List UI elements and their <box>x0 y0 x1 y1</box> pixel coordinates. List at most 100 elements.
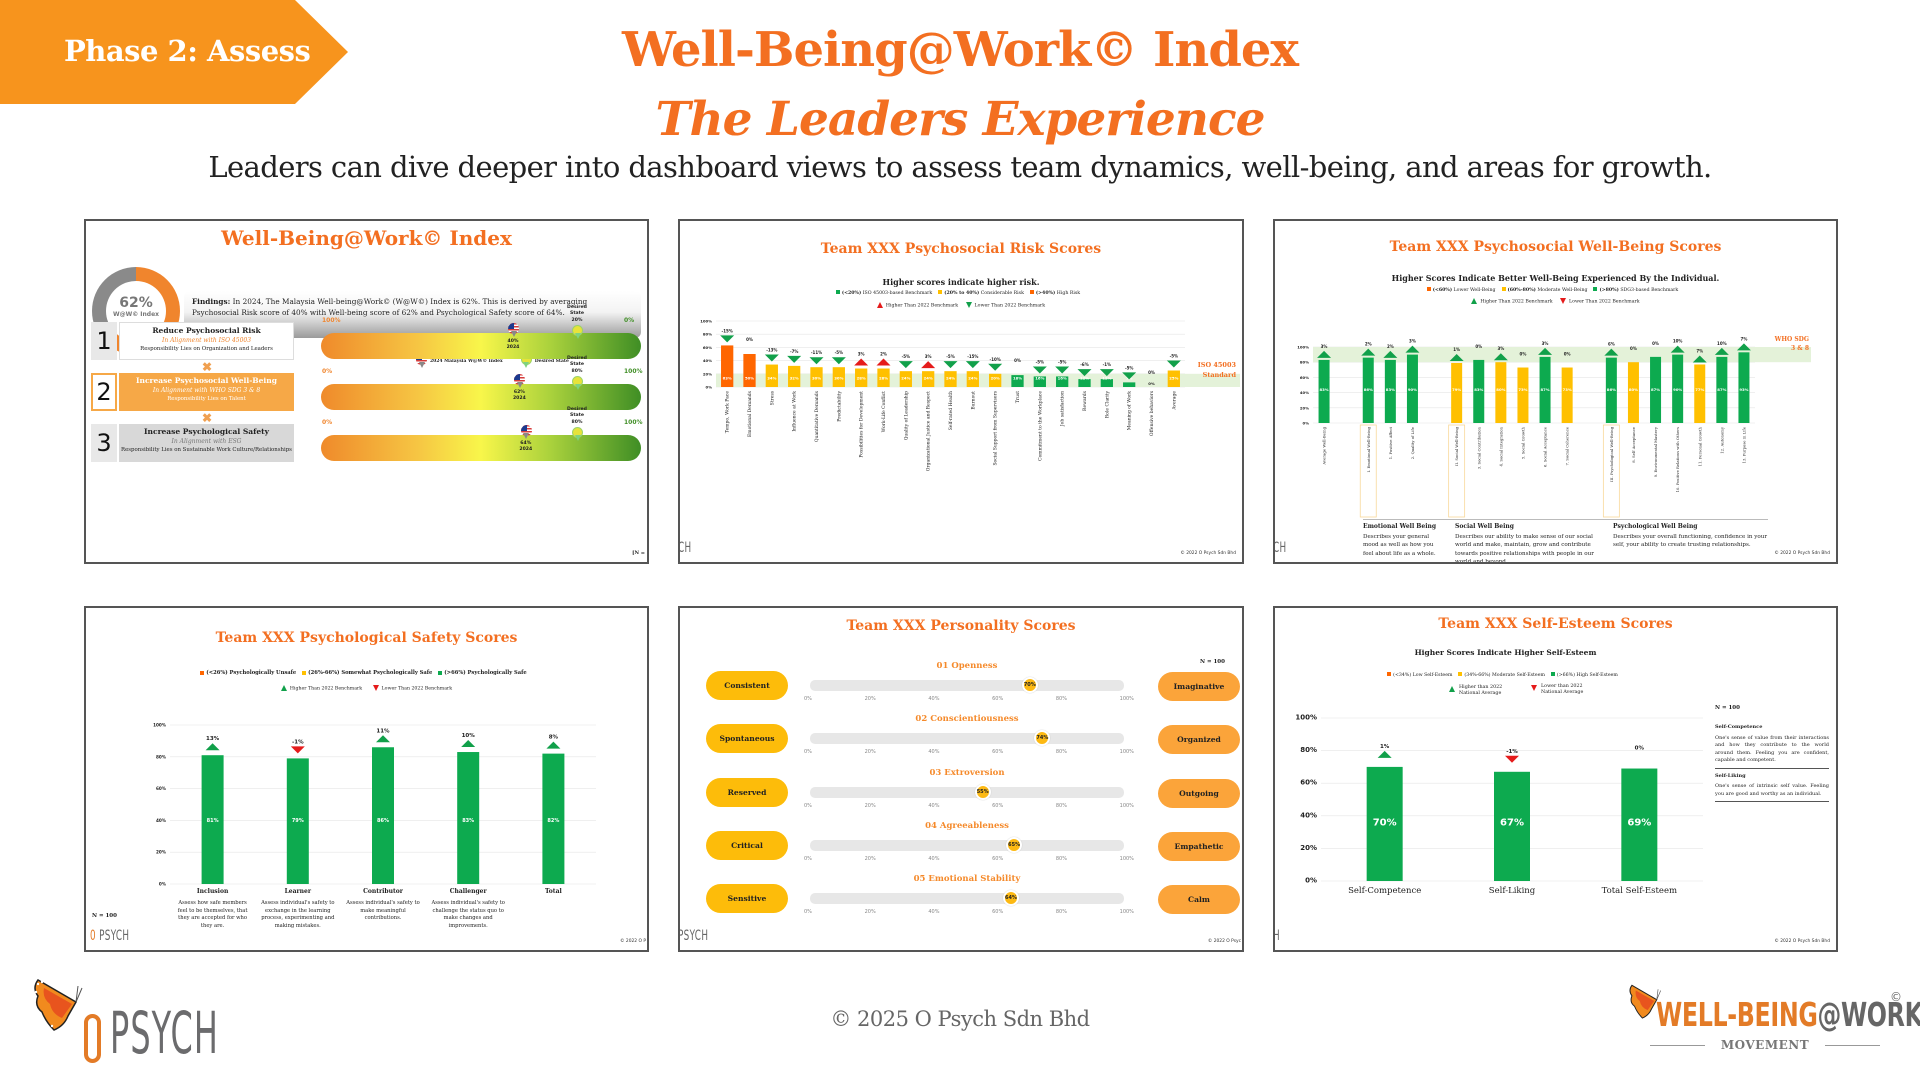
panel-title: Team XXX Psychosocial Risk Scores <box>820 241 1102 257</box>
panel-wbw-index[interactable]: Well-Being@Work© Index 62% W@W© Index Fi… <box>84 219 649 564</box>
trait-slider-track[interactable]: 70% <box>810 677 1124 693</box>
bar-value-label: 87% <box>1541 387 1550 392</box>
trait-slider-track[interactable]: 64% <box>810 890 1124 906</box>
trait-slider-track[interactable]: 65% <box>810 837 1124 853</box>
change-marker-icon <box>1736 343 1751 351</box>
bar-value-label: 30% <box>834 375 843 380</box>
step-box-2: Increase Psychosocial Well-Being In Align… <box>119 373 294 411</box>
panel-psychosocial-risk[interactable]: Team XXX Psychosocial Risk Scores Higher… <box>678 219 1244 564</box>
bar-value-label: 28% <box>857 375 866 380</box>
panel-self-esteem[interactable]: Team XXX Self-Esteem Scores Higher Score… <box>1273 606 1838 952</box>
bar <box>1716 356 1728 423</box>
copyright: © 2022 O P <box>620 939 646 944</box>
y-tick-label: 20% <box>156 850 167 855</box>
trait-slider-track[interactable]: 55% <box>810 784 1124 800</box>
gauge-left-label: 0% <box>322 419 333 426</box>
legend-item: (<60%) Lower Well-Being <box>1426 287 1496 293</box>
change-marker-icon <box>546 741 561 749</box>
y-tick-label: 20% <box>1300 405 1309 410</box>
tick-label: 60% <box>992 856 1004 862</box>
tick-label: 80% <box>1055 696 1067 702</box>
wellbeing-at-work-logo[interactable]: WELL-BEING@WORK © MOVEMENT <box>1620 978 1920 1068</box>
desired-title: Desired State <box>567 407 587 419</box>
change-marker-icon <box>376 735 390 743</box>
desired-state-label: Desired State 80% <box>562 407 592 426</box>
change-label: 0% <box>1148 370 1155 375</box>
chart-subtitle: Higher scores indicate higher risk. <box>882 277 1040 287</box>
desired-value: 20% <box>571 317 583 323</box>
multiply-icon: ✖ <box>202 360 213 374</box>
change-label: 0% <box>746 337 753 342</box>
bar <box>743 354 756 387</box>
change-label: 13% <box>206 736 220 742</box>
sample-size: N = 100 <box>1200 659 1225 665</box>
trait-slider-track[interactable]: 74% <box>810 730 1124 746</box>
butterfly-icon <box>1629 984 1661 1019</box>
change-label: 0% <box>1520 352 1527 357</box>
bar-value-label: 81% <box>207 818 219 824</box>
panel-psych-safety[interactable]: Team XXX Psychological Safety Scores (<2… <box>84 606 649 952</box>
change-label: -13% <box>766 348 777 353</box>
x-tick-label: Work-Life Conflict <box>881 391 887 433</box>
bar <box>1167 370 1180 387</box>
trait-slider-knob[interactable]: 65% <box>1006 837 1023 853</box>
self-esteem-notes: N = 100 Self-Competence One's sense of v… <box>1715 705 1829 805</box>
legend-item: (34%-66%) Moderate Self-Esteem <box>1458 672 1545 678</box>
change-label: 8% <box>549 735 559 741</box>
change-label: 7% <box>1696 348 1703 353</box>
change-marker-icon <box>965 361 980 369</box>
bar <box>1494 771 1530 881</box>
change-label: 0% <box>1564 352 1571 357</box>
bar <box>372 747 394 884</box>
x-tick-label: 4. Social Integration <box>1498 426 1503 466</box>
donut-label: W@W© Index <box>112 311 160 318</box>
desired-value: 80% <box>571 419 583 425</box>
slider-ticks: 0% 20% 40% 60% 80% 100% <box>804 856 1134 862</box>
x-tick-label: Challenger <box>450 888 488 895</box>
bar-value-label: 80% <box>1629 387 1638 392</box>
x-tick-label: Self-rated Health <box>948 391 954 430</box>
bar-value-label: 90% <box>1673 387 1682 392</box>
y-tick-label: 0% <box>1303 421 1310 426</box>
trait-slider-knob[interactable]: 55% <box>974 784 991 800</box>
x-tick-label: 1. Positive Affect <box>1388 427 1393 460</box>
legend-swatch <box>438 670 443 675</box>
bar-value-label: 80% <box>1496 387 1505 392</box>
change-label: -10% <box>990 357 1001 362</box>
panel-personality[interactable]: Team XXX Personality Scores N = 100 Cons… <box>678 606 1244 952</box>
step-title: Increase Psychological Safety <box>144 427 269 436</box>
copyright: © 2022 O Psyc <box>1207 939 1241 944</box>
bar <box>201 755 224 884</box>
x-tick-label: 2. Quality of Life <box>1410 426 1415 459</box>
bar <box>1627 362 1639 423</box>
page-title: Well-Being@Work© Index <box>621 22 1299 78</box>
x-tick-label: 13. Purpose in Life <box>1741 426 1746 463</box>
copyright-symbol: © <box>1890 990 1902 1004</box>
x-tick-label: 10. Positive Relations with Others <box>1675 427 1680 492</box>
y-tick-label: 80% <box>156 754 167 759</box>
triangle-up-icon <box>1449 686 1455 692</box>
change-marker-icon <box>1493 353 1508 361</box>
opsych-text: PSYCH <box>95 928 130 944</box>
bar <box>1406 354 1418 423</box>
tick-label: 60% <box>992 909 1004 915</box>
tick-label: 20% <box>864 909 876 915</box>
bar-value-label: 24% <box>901 375 910 380</box>
trait-slider-knob[interactable]: 74% <box>1034 730 1051 746</box>
trait-slider-knob[interactable]: 70% <box>1021 677 1038 693</box>
panel-wellbeing[interactable]: Team XXX Psychosocial Well-Being Scores … <box>1273 219 1838 564</box>
opsych-logo[interactable]: PSYCH <box>32 978 242 1068</box>
bar-value-label: 69% <box>1627 817 1651 828</box>
y-tick-label: 40% <box>1300 390 1309 395</box>
bar <box>1100 379 1113 387</box>
bar-value-label: 16% <box>1058 375 1067 380</box>
bar-value-label: 86% <box>377 818 389 824</box>
bar <box>1738 352 1750 423</box>
change-marker-icon <box>1377 750 1392 758</box>
bar-value-label: 0% <box>1148 381 1155 386</box>
bar-value-label: 83% <box>462 818 474 824</box>
trait-slider-knob[interactable]: 64% <box>1002 890 1019 906</box>
change-label: -6% <box>1080 362 1088 367</box>
change-label: -5% <box>1036 359 1044 364</box>
change-marker-icon <box>290 746 305 754</box>
